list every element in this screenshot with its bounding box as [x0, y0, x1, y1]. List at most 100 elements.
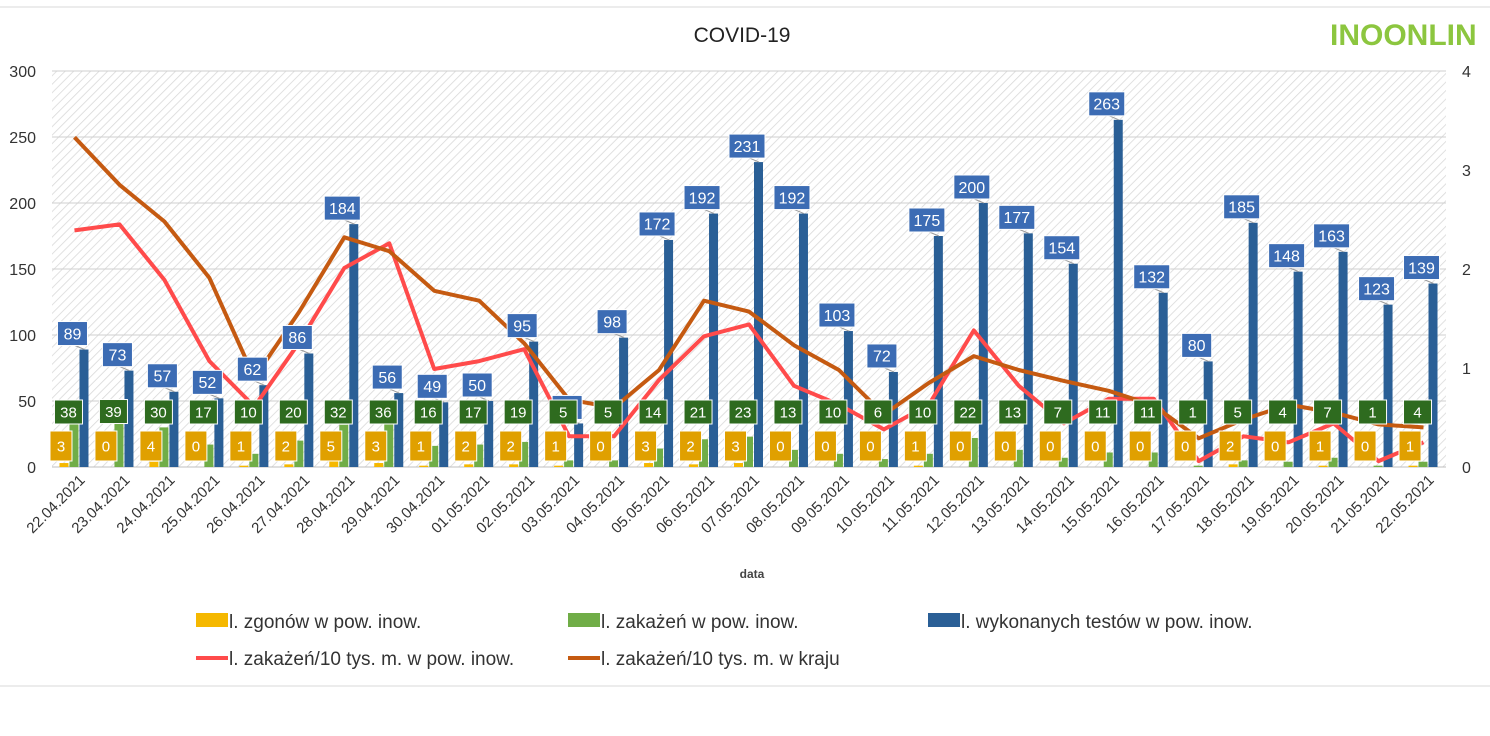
y2-tick-label: 3 — [1462, 163, 1471, 180]
infections-data-label: 39 — [98, 399, 128, 425]
infections-data-label-box — [323, 399, 353, 425]
infections-data-label-text: 17 — [465, 404, 482, 421]
deaths-data-label-box — [768, 430, 792, 462]
infections-data-label-box — [638, 399, 668, 425]
bar-tests — [1428, 283, 1438, 467]
deaths-data-label: 1 — [1308, 430, 1332, 462]
bar-deaths — [329, 460, 339, 467]
deaths-data-label-box — [1038, 430, 1062, 462]
deaths-data-label-box — [49, 430, 73, 462]
tests-data-label-box — [236, 356, 268, 382]
deaths-data-label-text: 0 — [1136, 438, 1144, 455]
deaths-data-label-text: 2 — [686, 438, 694, 455]
bar-tests — [529, 341, 539, 467]
bar-infections — [878, 459, 888, 467]
bar-infections — [609, 460, 619, 467]
deaths-data-label-box — [1398, 430, 1422, 462]
deaths-data-label: 5 — [319, 430, 343, 462]
deaths-data-label-box — [903, 430, 927, 462]
tests-data-label: 86 — [281, 324, 313, 350]
infections-data-label: 1 — [1178, 399, 1208, 425]
infections-data-label: 23 — [728, 399, 758, 425]
bar-tests — [574, 423, 584, 467]
deaths-data-label: 1 — [544, 430, 568, 462]
legend-label: l. zakażeń/10 tys. m. w kraju — [601, 649, 840, 670]
bar-deaths — [1318, 465, 1328, 467]
bar-tests — [754, 162, 763, 467]
tests-data-label-text: 148 — [1273, 248, 1300, 265]
bar-tests — [1158, 292, 1168, 467]
infections-data-label-text: 22 — [959, 404, 976, 421]
tests-data-label-text: 80 — [1188, 338, 1206, 355]
deaths-data-label: 0 — [1038, 430, 1062, 462]
deaths-data-label-text: 1 — [1406, 438, 1414, 455]
tests-data-label-box — [101, 342, 133, 368]
bar-infections — [699, 439, 709, 467]
y2-tick-label: 2 — [1462, 262, 1471, 279]
deaths-data-label-box — [184, 430, 208, 462]
tests-data-label: 200 — [953, 174, 991, 200]
tests-data-label-box — [1088, 91, 1126, 117]
tests-data-label-box — [818, 302, 856, 328]
tests-data-label-text: 123 — [1363, 281, 1390, 298]
tests-data-label: 175 — [908, 207, 946, 233]
tests-data-label-text: 52 — [198, 375, 216, 392]
deaths-data-label-text: 1 — [551, 438, 559, 455]
infections-data-label: 11 — [1133, 399, 1163, 425]
infections-data-label-text: 21 — [690, 404, 707, 421]
bar-infections — [564, 460, 574, 467]
tests-data-label-text: 172 — [644, 217, 671, 234]
tests-data-label-text: 175 — [914, 213, 941, 230]
bar-tests — [978, 203, 988, 467]
deaths-data-label-box — [139, 430, 163, 462]
deaths-data-label-text: 2 — [462, 438, 470, 455]
infections-data-label-text: 1 — [1368, 404, 1376, 421]
y-tick-label: 50 — [18, 394, 36, 411]
infections-data-label-text: 10 — [915, 404, 932, 421]
tests-data-label: 163 — [1313, 223, 1351, 249]
infections-data-label-text: 6 — [874, 404, 882, 421]
deaths-data-label: 0 — [948, 430, 972, 462]
infections-data-label-text: 38 — [60, 404, 77, 421]
bar-infections — [384, 419, 394, 467]
deaths-data-label-text: 0 — [956, 438, 964, 455]
deaths-data-label: 2 — [499, 430, 523, 462]
bar-tests — [394, 393, 404, 467]
infections-data-label: 5 — [548, 399, 578, 425]
bar-deaths — [374, 463, 384, 467]
deaths-data-label: 0 — [768, 430, 792, 462]
tests-data-label-box — [1043, 235, 1081, 261]
deaths-data-label-box — [634, 430, 658, 462]
tests-data-label-text: 72 — [873, 349, 891, 366]
bar-tests — [709, 213, 719, 467]
y-tick-label: 150 — [9, 262, 36, 279]
infections-data-label: 7 — [1313, 399, 1343, 425]
bar-tests — [1113, 119, 1123, 467]
tests-data-label-box — [191, 369, 223, 395]
infections-data-label: 10 — [908, 399, 938, 425]
tests-data-label: 62 — [236, 356, 268, 382]
deaths-data-label-text: 0 — [102, 438, 110, 455]
bar-infections — [519, 441, 529, 467]
tests-data-label-text: 95 — [513, 318, 531, 335]
tests-data-label: 148 — [1268, 243, 1306, 269]
tests-data-label-box — [506, 313, 538, 339]
tests-data-label-text: 192 — [779, 190, 806, 207]
infections-data-label-box — [908, 399, 938, 425]
infections-data-label: 10 — [233, 399, 263, 425]
tests-data-label-text: 57 — [154, 369, 172, 386]
infections-data-label-text: 19 — [510, 404, 527, 421]
tests-data-label: 172 — [638, 211, 676, 237]
deaths-data-label-box — [813, 430, 837, 462]
deaths-data-label: 1 — [903, 430, 927, 462]
tests-data-label: 231 — [728, 133, 766, 159]
bar-tests — [79, 349, 89, 467]
bar-deaths — [1408, 465, 1418, 467]
deaths-data-label-text: 0 — [596, 438, 604, 455]
deaths-data-label: 0 — [1263, 430, 1287, 462]
infections-data-label: 38 — [53, 399, 83, 425]
bar-tests — [124, 370, 134, 467]
deaths-data-label: 2 — [454, 430, 478, 462]
tests-data-label-text: 56 — [378, 370, 396, 387]
tests-data-label-text: 185 — [1228, 200, 1255, 217]
